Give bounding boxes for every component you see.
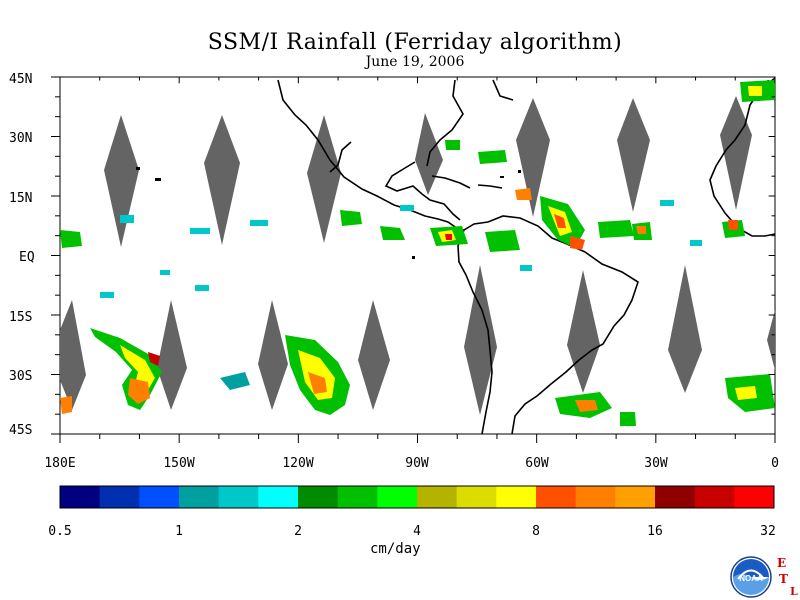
lon-label: 90W [405,456,429,471]
colorbar-swatch [99,486,140,508]
colorbar-swatch [456,486,497,508]
colorbar-swatch [60,486,101,508]
lat-label: 45N [9,72,32,87]
coastlines [277,77,776,435]
lat-label: EQ [19,250,35,265]
page-title: SSM/I Rainfall (Ferriday algorithm) [207,30,623,55]
colorbar [60,486,775,508]
lat-label: 15N [9,191,32,206]
etl-letter: T [779,572,788,586]
logo-text: NOAA [739,574,763,583]
lat-label: 15S [9,310,32,325]
lon-label: 150W [163,456,194,471]
colorbar-swatch [734,486,775,508]
lon-label: 180E [44,456,75,471]
colorbar-tick-label: 0.5 [48,524,71,539]
lon-label: 0 [771,456,779,471]
map-date: June 19, 2006 [365,54,465,70]
etl-letter: L [790,585,798,598]
lon-label: 30W [644,456,668,471]
colorbar-swatch [298,486,339,508]
colorbar-swatch [655,486,696,508]
colorbar-swatch [179,486,220,508]
lat-label: 30S [9,369,32,384]
lon-label: 60W [525,456,549,471]
colorbar-swatch [615,486,656,508]
colorbar-tick-label: 16 [647,524,663,539]
lat-label: 30N [9,131,32,146]
colorbar-tick-label: 32 [760,524,776,539]
colorbar-swatch [218,486,259,508]
noaa-logo-icon: NOAA [730,556,772,598]
etl-letter: E [777,556,787,570]
data-gap-swaths [60,96,775,415]
rainfall-patches [60,80,775,426]
longitude-labels: 180E 150W 120W 90W 60W 30W 0 [44,456,779,471]
colorbar-swatch [139,486,180,508]
lon-label: 120W [282,456,313,471]
colorbar-units: cm/day [370,541,421,557]
colorbar-labels: 0.5 1 2 4 8 16 32 [48,524,776,539]
colorbar-swatch [337,486,378,508]
colorbar-swatch [417,486,458,508]
colorbar-swatch [496,486,537,508]
colorbar-tick-label: 1 [175,524,183,539]
axis-ticks [51,76,776,443]
colorbar-swatch [536,486,577,508]
colorbar-swatch [694,486,735,508]
colorbar-tick-label: 4 [413,524,421,539]
colorbar-tick-label: 8 [532,524,540,539]
colorbar-swatch [377,486,418,508]
lat-label: 45S [9,423,32,438]
colorbar-swatch [575,486,616,508]
islands [136,167,521,259]
latitude-labels: 45N 30N 15N EQ 15S 30S 45S [9,72,35,438]
colorbar-tick-label: 2 [294,524,302,539]
colorbar-frame [59,485,775,509]
colorbar-swatch [258,486,299,508]
